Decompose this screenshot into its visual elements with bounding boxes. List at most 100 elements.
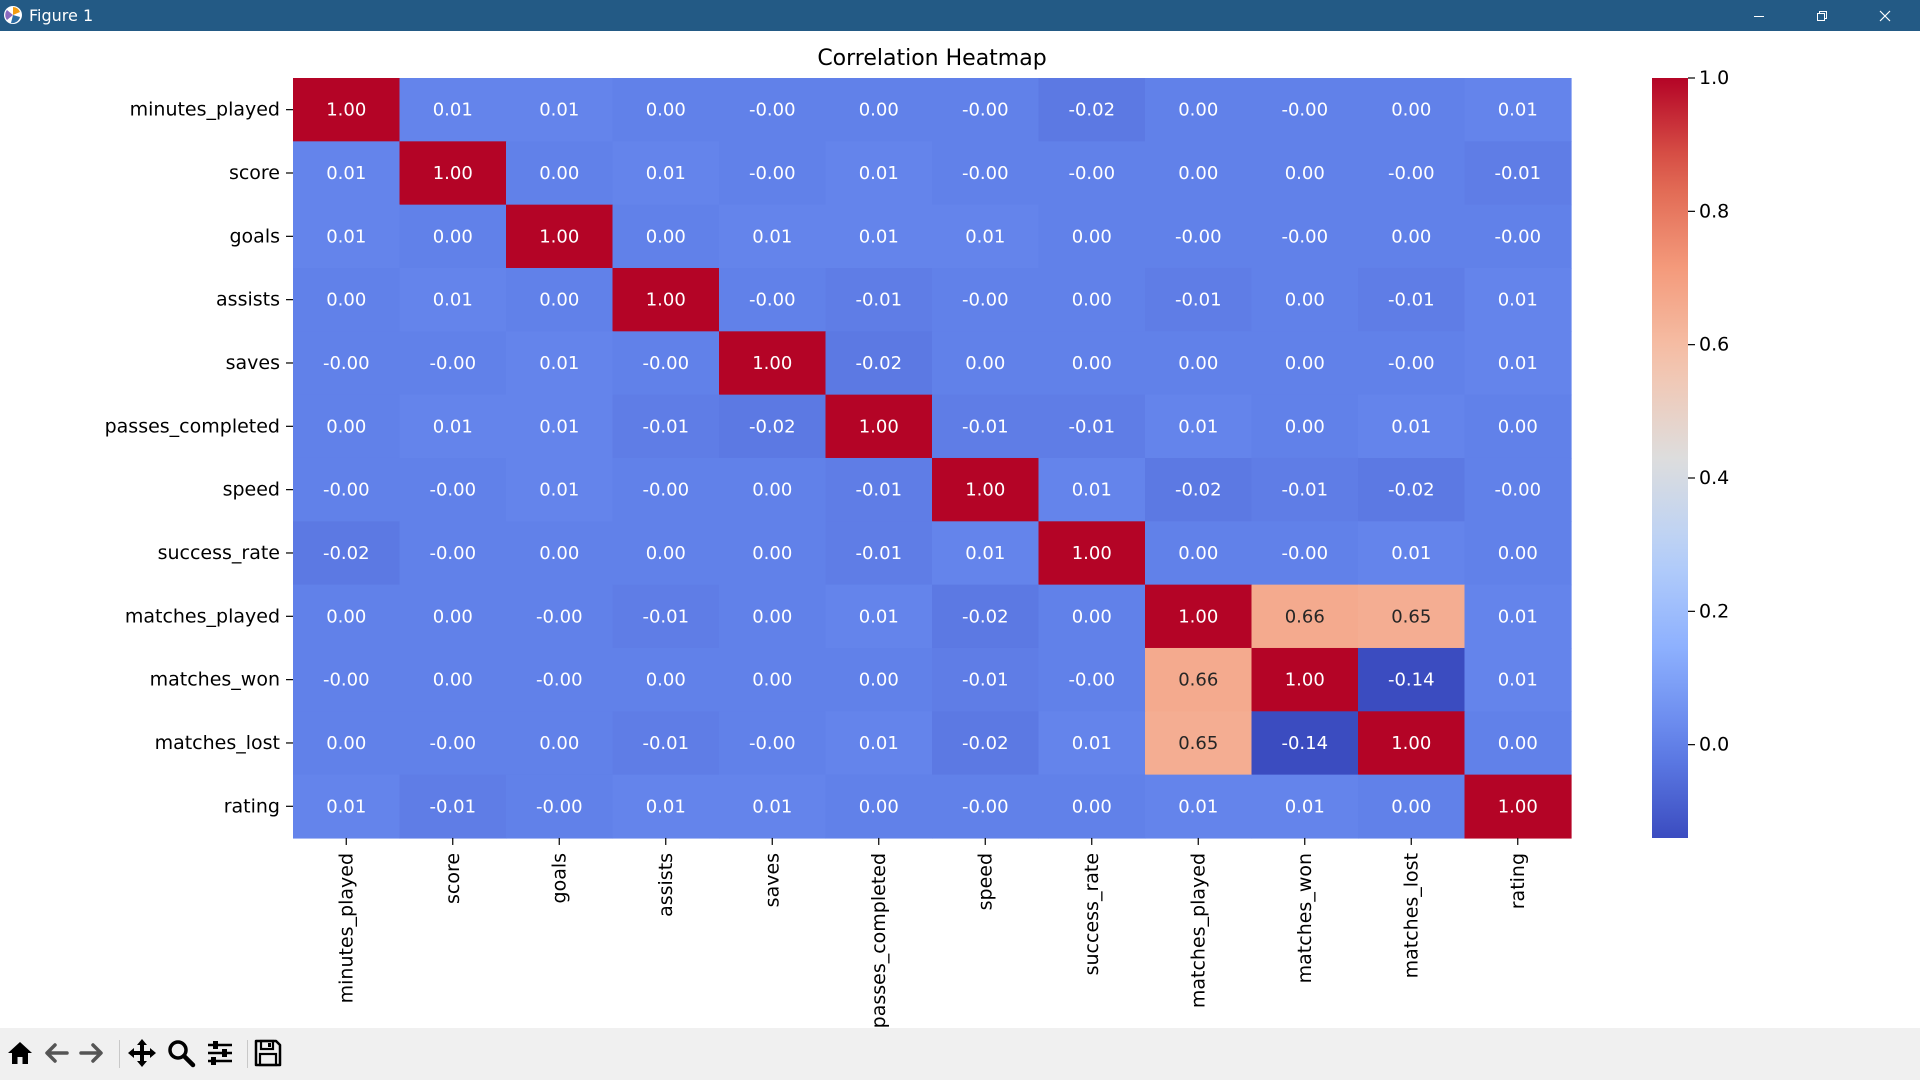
cell-value-label: -0.01: [855, 290, 902, 311]
heatmap-cell: [1358, 647, 1466, 712]
heatmap-cell: [1358, 267, 1466, 332]
cell-value-label: 0.00: [1285, 163, 1325, 184]
heatmap-cell: [1464, 584, 1572, 649]
heatmap-cell: [1464, 204, 1572, 269]
cell-value-label: 1.00: [326, 100, 366, 121]
heatmap-cell: [1145, 267, 1253, 332]
cell-value-label: 0.01: [433, 290, 473, 311]
heatmap-cell: [293, 267, 401, 332]
y-tick-label: passes_completed: [105, 415, 280, 437]
toolbar-separator: [119, 1040, 120, 1068]
heatmap-cell: [612, 267, 720, 332]
heatmap-cell: [506, 457, 614, 522]
cell-value-label: -0.00: [962, 163, 1009, 184]
cell-value-label: 0.01: [859, 226, 899, 247]
configure-subplots-button[interactable]: [202, 1035, 238, 1071]
cell-value-label: 1.00: [1391, 733, 1431, 754]
heatmap-cell: [1464, 331, 1572, 396]
heatmap-cell: [399, 204, 507, 269]
cell-value-label: 0.01: [1072, 480, 1112, 501]
cell-value-label: -0.01: [1494, 163, 1541, 184]
back-button[interactable]: [38, 1035, 74, 1071]
minimize-button[interactable]: [1729, 0, 1789, 31]
save-button[interactable]: [250, 1035, 286, 1071]
x-tick-label: passes_completed: [868, 853, 890, 1028]
cell-value-label: -0.00: [429, 353, 476, 374]
x-tick-label: score: [442, 853, 464, 904]
heatmap-cell: [932, 267, 1040, 332]
cell-value-label: 0.00: [326, 290, 366, 311]
heatmap-cell: [1251, 78, 1359, 142]
y-tick-label: assists: [216, 289, 280, 311]
cell-value-label: 0.01: [859, 163, 899, 184]
y-tick-label: matches_played: [125, 605, 280, 627]
cell-value-label: 0.00: [859, 670, 899, 691]
heatmap-cell: [1358, 394, 1466, 459]
cell-value-label: 0.01: [965, 226, 1005, 247]
heatmap-cell: [506, 204, 614, 269]
heatmap-cell: [1038, 584, 1146, 649]
x-tick-label: success_rate: [1081, 853, 1103, 975]
save-icon: [254, 1039, 282, 1067]
colorbar-tick-label: 0.8: [1699, 200, 1729, 222]
heatmap-cell: [1038, 521, 1146, 586]
window-titlebar: Figure 1: [0, 0, 1920, 31]
cell-value-label: -0.00: [1494, 226, 1541, 247]
colorbar-tick-label: 0.2: [1699, 600, 1729, 622]
heatmap-cell: [612, 647, 720, 712]
heatmap-cell: [399, 711, 507, 776]
heatmap-cell: [1358, 78, 1466, 142]
cell-value-label: -0.00: [323, 480, 370, 501]
close-button[interactable]: [1855, 0, 1915, 31]
cell-value-label: -0.00: [323, 353, 370, 374]
heatmap-cell: [399, 774, 507, 839]
cell-value-label: -0.00: [1494, 480, 1541, 501]
cell-value-label: 1.00: [539, 226, 579, 247]
heatmap-cell: [1038, 457, 1146, 522]
cell-value-label: -0.01: [642, 416, 689, 437]
cell-value-label: -0.02: [323, 543, 370, 564]
cell-value-label: 0.00: [1498, 733, 1538, 754]
y-tick-label: minutes_played: [130, 99, 280, 121]
heatmap-cell: [1251, 647, 1359, 712]
heatmap-cells: 1.00 0.01 0.01 0.00 -0.00 0.00 -0.00 -0.02 0.00 -…: [293, 78, 1572, 839]
heatmap-cell: [1038, 267, 1146, 332]
heatmap-cell: [506, 394, 614, 459]
cell-value-label: 0.00: [1072, 796, 1112, 817]
zoom-button[interactable]: [163, 1035, 199, 1071]
cell-value-label: 0.66: [1285, 606, 1325, 627]
heatmap-cell: [719, 521, 827, 586]
heatmap-cell: [1145, 457, 1253, 522]
cell-value-label: -0.02: [962, 606, 1009, 627]
heatmap-cell: [719, 584, 827, 649]
cell-value-label: 0.00: [1391, 226, 1431, 247]
cell-value-label: -0.14: [1281, 733, 1328, 754]
y-tick-label: score: [229, 162, 280, 184]
heatmap-cell: [1464, 141, 1572, 206]
heatmap-cell: [719, 711, 827, 776]
heatmap-cell: [612, 394, 720, 459]
cell-value-label: 0.00: [433, 226, 473, 247]
cell-value-label: 0.01: [1072, 733, 1112, 754]
cell-value-label: 0.00: [646, 100, 686, 121]
pan-button[interactable]: [124, 1035, 160, 1071]
restore-button[interactable]: [1792, 0, 1852, 31]
cell-value-label: 0.01: [539, 480, 579, 501]
heatmap-cell: [825, 394, 933, 459]
heatmap-cell: [719, 394, 827, 459]
colorbar-tick-label: 1.0: [1699, 67, 1729, 89]
home-button[interactable]: [2, 1035, 38, 1071]
cell-value-label: 0.00: [1072, 606, 1112, 627]
cell-value-label: 0.00: [752, 606, 792, 627]
cell-value-label: -0.00: [749, 163, 796, 184]
forward-button[interactable]: [74, 1035, 110, 1071]
cell-value-label: 1.00: [1285, 670, 1325, 691]
heatmap-cell: [1358, 521, 1466, 586]
cell-value-label: 1.00: [646, 290, 686, 311]
heatmap-cell: [825, 711, 933, 776]
cell-value-label: -0.01: [962, 416, 1009, 437]
cell-value-label: 0.01: [326, 163, 366, 184]
cell-value-label: -0.00: [1281, 226, 1328, 247]
x-tick-label: assists: [655, 853, 677, 917]
cell-value-label: 0.00: [646, 543, 686, 564]
